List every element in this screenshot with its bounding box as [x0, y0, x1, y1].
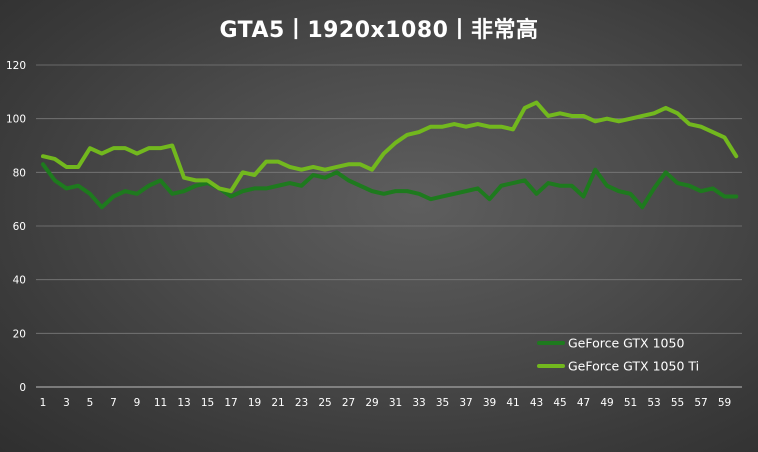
x-tick-label: 43 [530, 397, 543, 409]
y-tick-label: 40 [13, 275, 26, 287]
x-tick-label: 27 [342, 397, 355, 409]
x-tick-label: 31 [389, 397, 402, 409]
x-tick-label: 3 [63, 397, 70, 409]
x-tick-label: 5 [87, 397, 94, 409]
x-tick-label: 9 [134, 397, 141, 409]
x-tick-label: 21 [271, 397, 284, 409]
x-tick-label: 39 [483, 397, 496, 409]
x-tick-label: 11 [154, 397, 167, 409]
legend: GeForce GTX 1050 GeForce GTX 1050 Ti [537, 336, 699, 374]
x-tick-label: 19 [248, 397, 261, 409]
y-tick-label: 20 [13, 328, 26, 340]
x-tick-label: 45 [553, 397, 566, 409]
x-tick-label: 37 [459, 397, 472, 409]
x-tick-label: 15 [201, 397, 214, 409]
x-tick-label: 35 [436, 397, 449, 409]
x-tick-label: 17 [224, 397, 237, 409]
y-tick-label: 100 [6, 114, 26, 126]
chart-title: GTA5丨1920x1080丨非常高 [219, 18, 539, 43]
x-tick-label: 1 [40, 397, 47, 409]
x-tick-label: 29 [365, 397, 378, 409]
x-tick-label: 7 [110, 397, 117, 409]
x-tick-label: 55 [671, 397, 684, 409]
y-tick-label: 120 [6, 60, 26, 72]
x-axis-tick-labels: 1 3 5 7 9 11 13 15 17 19 21 23 25 27 29 31 33 35 37 39 41 43 4… [40, 397, 732, 409]
x-tick-label: 13 [177, 397, 190, 409]
legend-entry: GeForce GTX 1050 [568, 336, 684, 351]
x-tick-label: 51 [624, 397, 637, 409]
series-lines [41, 100, 739, 210]
x-tick-label: 33 [412, 397, 425, 409]
y-axis-tick-labels: 0 20 40 60 80 100 120 [6, 60, 26, 394]
x-tick-label: 49 [600, 397, 613, 409]
y-tick-label: 60 [13, 221, 26, 233]
y-tick-label: 80 [13, 167, 26, 179]
x-tick-label: 57 [694, 397, 707, 409]
series-line-0 [41, 162, 739, 210]
x-tick-label: 41 [506, 397, 519, 409]
y-tick-label: 0 [19, 382, 26, 394]
series-line-1 [41, 100, 739, 194]
x-tick-label: 53 [647, 397, 660, 409]
x-tick-label: 59 [718, 397, 731, 409]
legend-entry: GeForce GTX 1050 Ti [568, 359, 699, 374]
x-tick-label: 47 [577, 397, 590, 409]
x-tick-label: 23 [295, 397, 308, 409]
x-tick-label: 25 [318, 397, 331, 409]
